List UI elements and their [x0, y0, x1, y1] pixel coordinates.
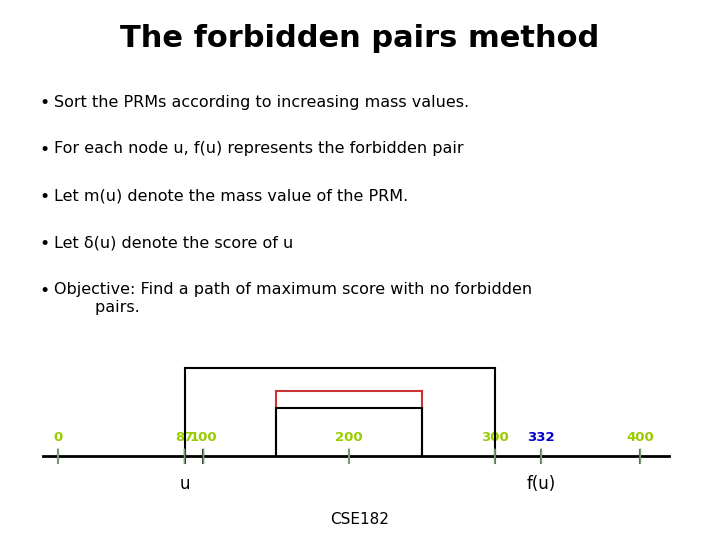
Text: •: • [40, 141, 50, 159]
Text: •: • [40, 282, 50, 300]
Text: The forbidden pairs method: The forbidden pairs method [120, 24, 600, 53]
Text: Sort the PRMs according to increasing mass values.: Sort the PRMs according to increasing ma… [54, 94, 469, 110]
Text: For each node u, f(u) represents the forbidden pair: For each node u, f(u) represents the for… [54, 141, 464, 157]
Text: 100: 100 [189, 431, 217, 444]
Text: 300: 300 [481, 431, 508, 444]
Text: •: • [40, 235, 50, 253]
Text: 87: 87 [176, 431, 194, 444]
Text: Let m(u) denote the mass value of the PRM.: Let m(u) denote the mass value of the PR… [54, 188, 408, 204]
Text: •: • [40, 94, 50, 112]
Text: 400: 400 [626, 431, 654, 444]
Text: Let δ(u) denote the score of u: Let δ(u) denote the score of u [54, 235, 293, 251]
Text: f(u): f(u) [526, 475, 556, 492]
Text: u: u [179, 475, 190, 492]
Text: Objective: Find a path of maximum score with no forbidden
        pairs.: Objective: Find a path of maximum score … [54, 282, 532, 315]
Text: CSE182: CSE182 [330, 511, 390, 526]
Text: 332: 332 [528, 431, 555, 444]
Text: 200: 200 [336, 431, 363, 444]
Text: •: • [40, 188, 50, 206]
Text: 0: 0 [53, 431, 63, 444]
